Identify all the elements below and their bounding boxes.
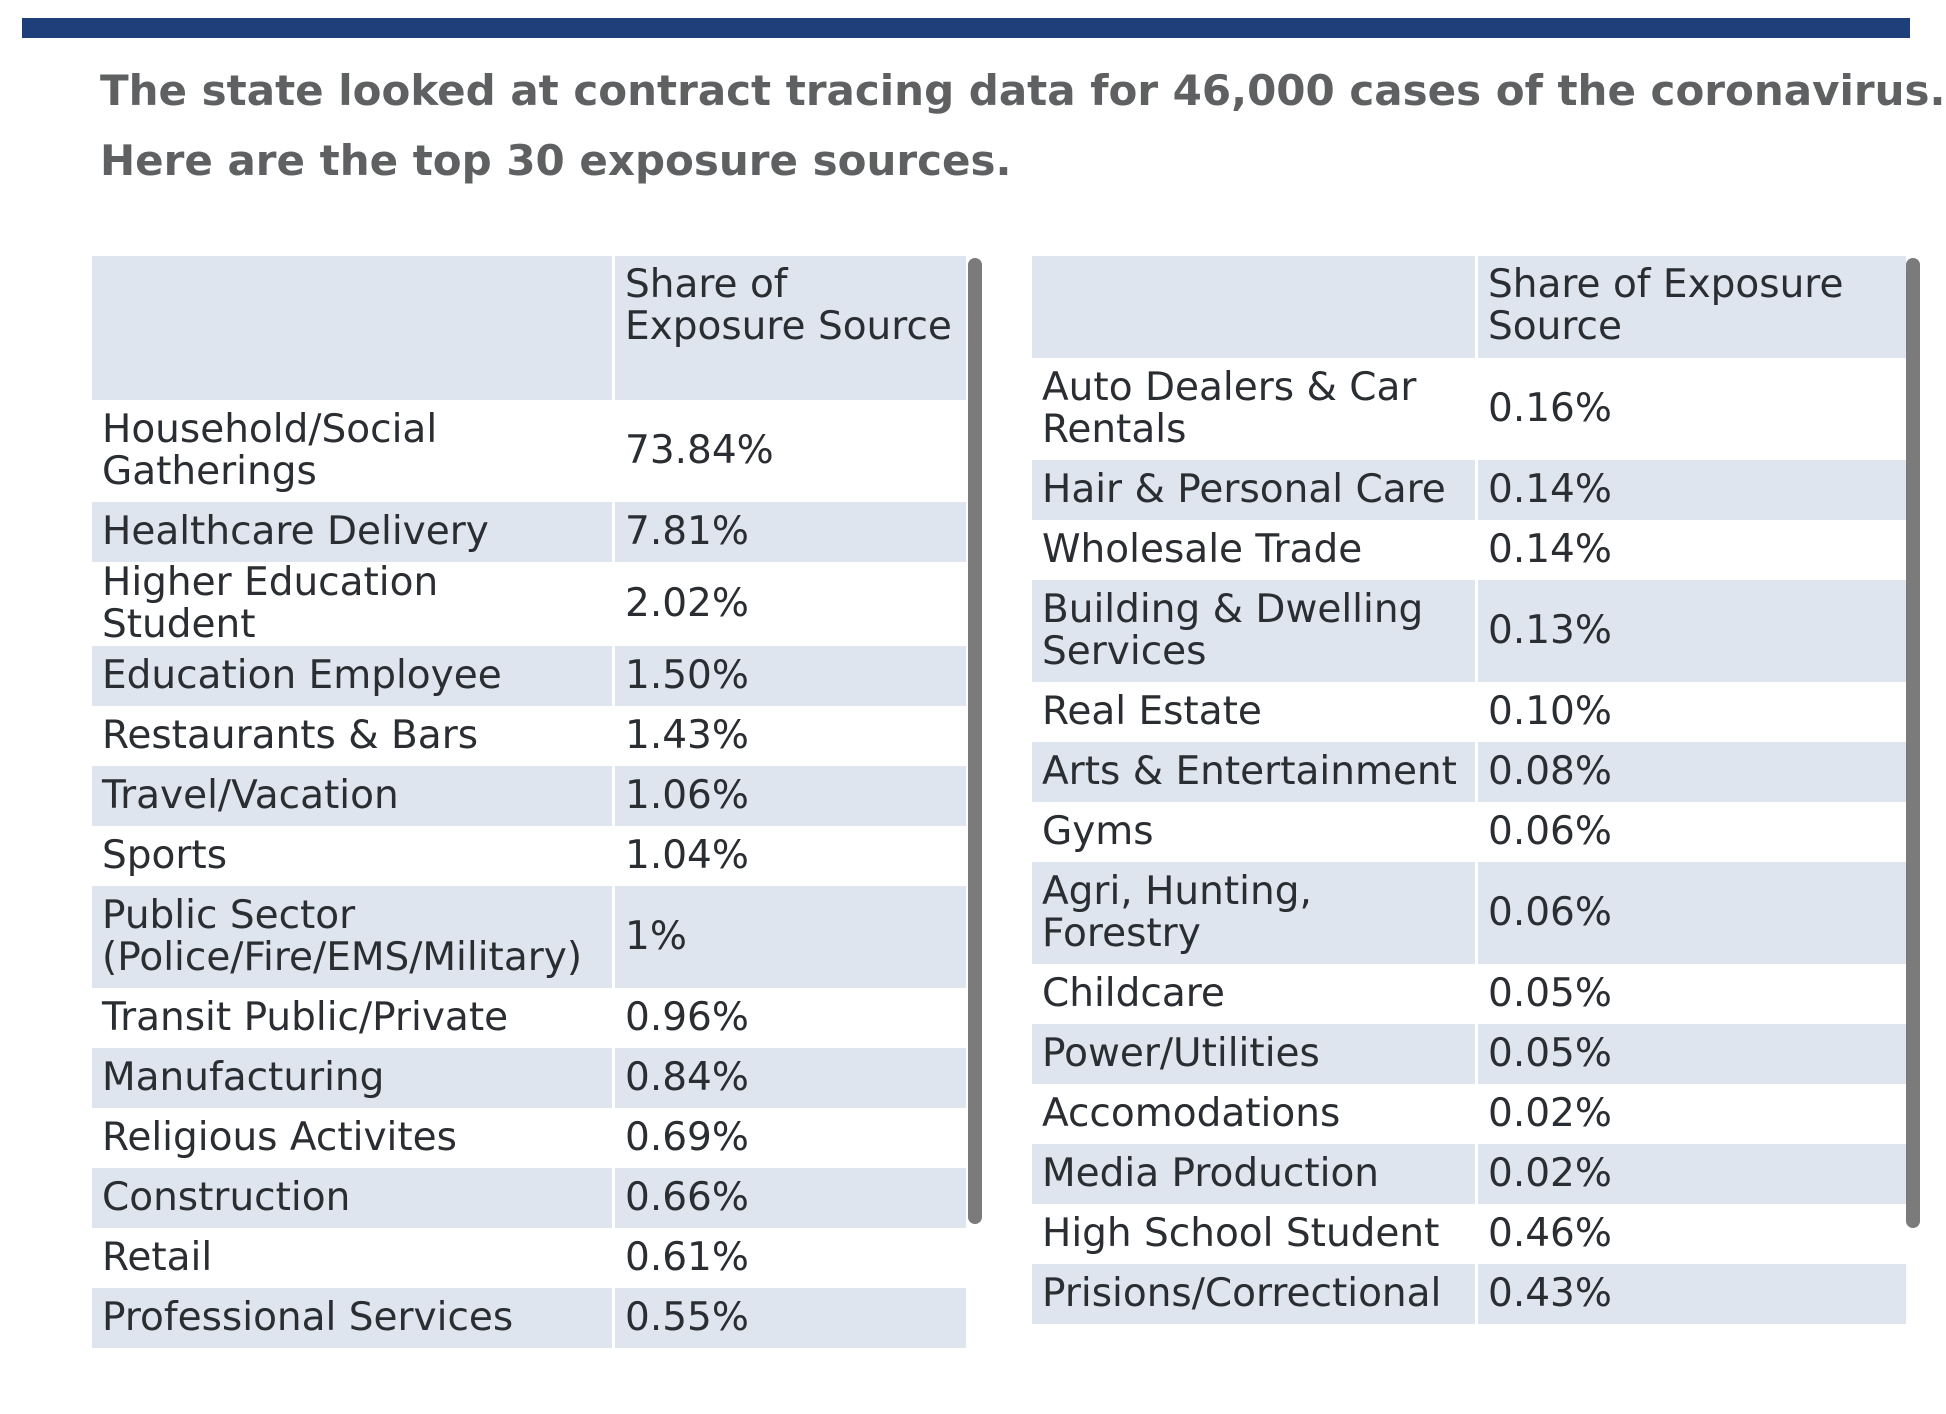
row-source: Wholesale Trade [1032,520,1478,580]
row-share: 0.14% [1488,527,1612,572]
table-row: Higher Education Student 2.02% [92,562,966,646]
header-share: Share of Exposure Source [1478,256,1906,358]
table-row: Building & Dwelling Services 0.13% [1032,580,1906,682]
row-share: 1.43% [625,713,749,758]
header-share: Share of Exposure Source [615,256,966,400]
row-share: 0.13% [1478,580,1906,682]
headline-line-2: Here are the top 30 exposure sources. [100,136,1012,185]
table-row: Childcare 0.05% [1032,964,1906,1024]
table-row: Auto Dealers & Car Rentals 0.16% [1032,358,1906,460]
row-source: Accomodations [1032,1084,1478,1144]
row-source: Manufacturing [92,1048,615,1108]
row-share: 1% [615,886,966,988]
row-source: Power/Utilities [1032,1024,1478,1084]
table-row: Retail 0.61% [92,1228,966,1288]
row-share: 0.10% [1488,689,1612,734]
table-row: Education Employee 1.50% [92,646,966,706]
row-source: Healthcare Delivery [92,502,615,562]
headline-line-1: The state looked at contract tracing dat… [100,66,1946,115]
row-source: Household/Social Gatherings [92,400,615,502]
row-share: 1.04% [625,833,749,878]
table-row: Public Sector (Police/Fire/EMS/Military)… [92,886,966,988]
table-row: Construction 0.66% [92,1168,966,1228]
row-source: Construction [92,1168,615,1228]
row-source: Childcare [1032,964,1478,1024]
exposure-table-right: Share of Exposure Source Auto Dealers & … [1032,256,1906,1324]
table-row: Gyms 0.06% [1032,802,1906,862]
row-share: 0.06% [1478,862,1906,964]
row-share: 0.05% [1488,971,1612,1016]
scrollbar-right[interactable] [1906,258,1920,1228]
row-share: 0.08% [1478,742,1906,802]
row-source: Sports [92,826,615,886]
row-share: 0.43% [1478,1264,1906,1324]
table-row: Arts & Entertainment 0.08% [1032,742,1906,802]
row-share: 0.96% [625,995,749,1040]
row-share: 73.84% [625,428,774,473]
row-source: Arts & Entertainment [1032,742,1478,802]
row-source: Education Employee [92,646,615,706]
top-rule [22,18,1910,38]
row-share: 1.50% [615,646,966,706]
row-share: 7.81% [615,502,966,562]
header-source [1032,256,1478,358]
row-share: 0.84% [615,1048,966,1108]
headline: The state looked at contract tracing dat… [100,56,1946,196]
row-source: Hair & Personal Care [1032,460,1478,520]
scrollbar-left[interactable] [968,258,982,1224]
row-source: Retail [92,1228,615,1288]
row-share: 0.55% [615,1288,966,1348]
row-source: Gyms [1032,802,1478,862]
row-share: 0.16% [1488,386,1612,431]
row-source: Auto Dealers & Car Rentals [1032,358,1478,460]
row-share: 0.02% [1488,1091,1612,1136]
table-row: Wholesale Trade 0.14% [1032,520,1906,580]
row-share: 0.61% [625,1235,749,1280]
table-row: Transit Public/Private 0.96% [92,988,966,1048]
table-row: Prisions/Correctional 0.43% [1032,1264,1906,1324]
table-row: Media Production 0.02% [1032,1144,1906,1204]
row-source: Higher Education Student [92,562,615,646]
row-source: Professional Services [92,1288,615,1348]
table-row: Real Estate 0.10% [1032,682,1906,742]
row-source: Transit Public/Private [92,988,615,1048]
row-source: Public Sector (Police/Fire/EMS/Military) [92,886,615,988]
table-row: Manufacturing 0.84% [92,1048,966,1108]
row-source: Media Production [1032,1144,1478,1204]
table-header-row: Share of Exposure Source [92,256,966,400]
table-row: Professional Services 0.55% [92,1288,966,1348]
row-share: 0.06% [1488,809,1612,854]
row-share: 0.02% [1478,1144,1906,1204]
header-source [92,256,615,400]
row-share: 0.05% [1478,1024,1906,1084]
table-row: Restaurants & Bars 1.43% [92,706,966,766]
table-row: Religious Activites 0.69% [92,1108,966,1168]
row-source: Building & Dwelling Services [1032,580,1478,682]
row-share: 0.66% [615,1168,966,1228]
table-row: Power/Utilities 0.05% [1032,1024,1906,1084]
table-row: Hair & Personal Care 0.14% [1032,460,1906,520]
exposure-table-left: Share of Exposure Source Household/Socia… [92,256,966,1348]
row-share: 0.14% [1478,460,1906,520]
row-source: Agri, Hunting, Forestry [1032,862,1478,964]
table-row: Household/Social Gatherings 73.84% [92,400,966,502]
row-source: Prisions/Correctional [1032,1264,1478,1324]
row-source: High School Student [1032,1204,1478,1264]
table-row: High School Student 0.46% [1032,1204,1906,1264]
table-row: Healthcare Delivery 7.81% [92,502,966,562]
row-share: 0.46% [1488,1211,1612,1256]
row-share: 0.69% [625,1115,749,1160]
row-share: 2.02% [625,581,749,626]
row-source: Religious Activites [92,1108,615,1168]
row-source: Travel/Vacation [92,766,615,826]
table-row: Travel/Vacation 1.06% [92,766,966,826]
table-row: Accomodations 0.02% [1032,1084,1906,1144]
table-row: Sports 1.04% [92,826,966,886]
row-source: Restaurants & Bars [92,706,615,766]
table-header-row: Share of Exposure Source [1032,256,1906,358]
table-row: Agri, Hunting, Forestry 0.06% [1032,862,1906,964]
row-source: Real Estate [1032,682,1478,742]
row-share: 1.06% [615,766,966,826]
